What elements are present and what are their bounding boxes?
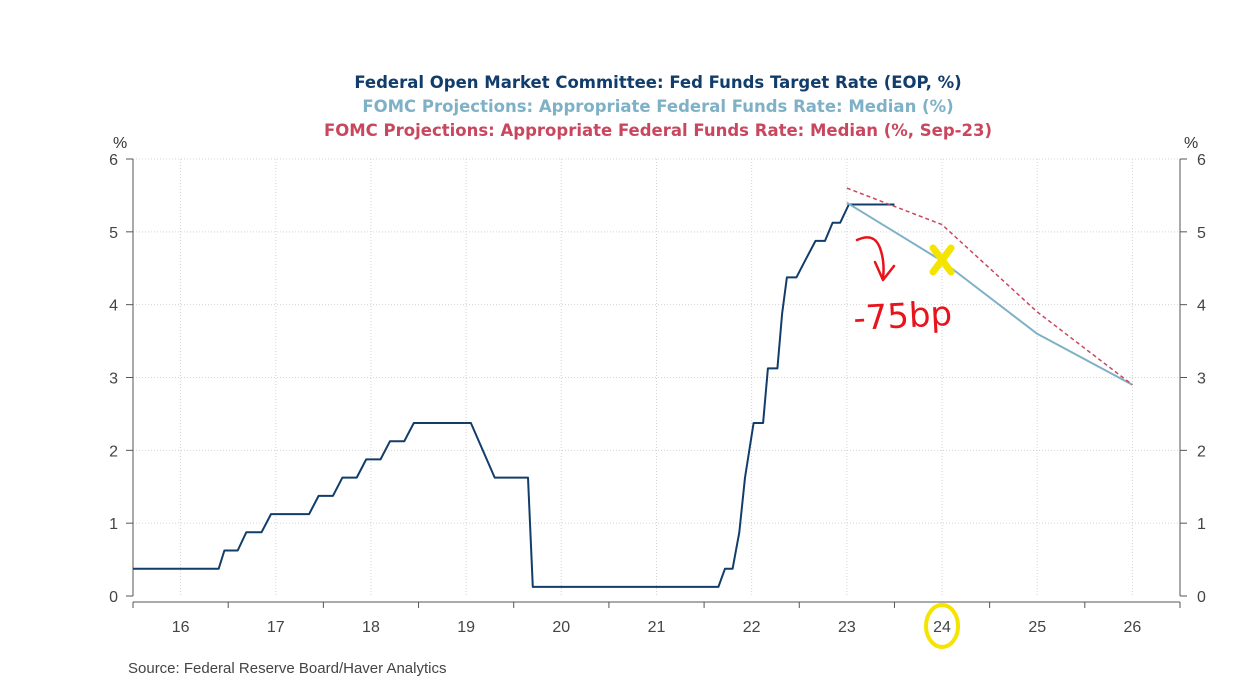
y-tick-label-right: 6: [1197, 152, 1206, 169]
x-tick-label: 23: [838, 619, 856, 636]
title-target-rate: Federal Open Market Committee: Fed Funds…: [354, 73, 962, 92]
y-tick-label-right: 0: [1197, 589, 1206, 606]
y-tick-label-left: 1: [109, 516, 118, 533]
title-projection-sep23: FOMC Projections: Appropriate Federal Fu…: [323, 121, 993, 140]
x-tick-label: 22: [743, 619, 761, 636]
annotations: -75bp: [852, 236, 961, 649]
y-tick-label-left: 5: [109, 225, 118, 242]
y-unit-left: %: [113, 135, 127, 152]
annotation-arrow-head: [873, 260, 896, 282]
annotation-text: -75bp: [852, 294, 953, 339]
y-unit-right: %: [1184, 135, 1198, 152]
x-tick-label: 26: [1124, 619, 1142, 636]
series-line-projection: [846, 201, 1133, 386]
series-line-target: [133, 203, 895, 588]
y-tick-label-left: 2: [109, 443, 118, 460]
series-lines: [133, 187, 1133, 588]
title-projection-median: FOMC Projections: Appropriate Federal Fu…: [362, 97, 954, 116]
x-tick-label: 25: [1028, 619, 1046, 636]
y-tick-label-right: 1: [1197, 516, 1206, 533]
chart-titles: Federal Open Market Committee: Fed Funds…: [0, 71, 1256, 143]
annotation-arrow: [855, 236, 885, 280]
x-tick-label: 17: [267, 619, 285, 636]
y-tick-label-left: 0: [109, 589, 118, 606]
y-tick-label-left: 4: [109, 298, 118, 315]
x-tick-label: 18: [362, 619, 380, 636]
x-tick-label: 24: [933, 619, 951, 636]
series-line-projection_sep23: [846, 187, 1133, 386]
y-tick-label-left: 3: [109, 371, 118, 388]
source-note: Source: Federal Reserve Board/Haver Anal…: [128, 660, 447, 677]
x-tick-label: 21: [648, 619, 666, 636]
grid-lines: [133, 158, 1180, 596]
axes: 0 01 12 23 34 45 56 6% %16 17 18 19 20 21 22 23 24 25 26: [109, 135, 1206, 636]
x-tick-label: 16: [172, 619, 190, 636]
y-tick-label-left: 6: [109, 152, 118, 169]
y-tick-label-right: 5: [1197, 225, 1206, 242]
y-tick-label-right: 2: [1197, 443, 1206, 460]
x-tick-label: 19: [457, 619, 475, 636]
y-tick-label-right: 4: [1197, 298, 1206, 315]
x-tick-label: 20: [552, 619, 570, 636]
highlight-circle-24: [924, 603, 961, 649]
y-tick-label-right: 3: [1197, 371, 1206, 388]
annotation-x-mark: [929, 244, 955, 276]
